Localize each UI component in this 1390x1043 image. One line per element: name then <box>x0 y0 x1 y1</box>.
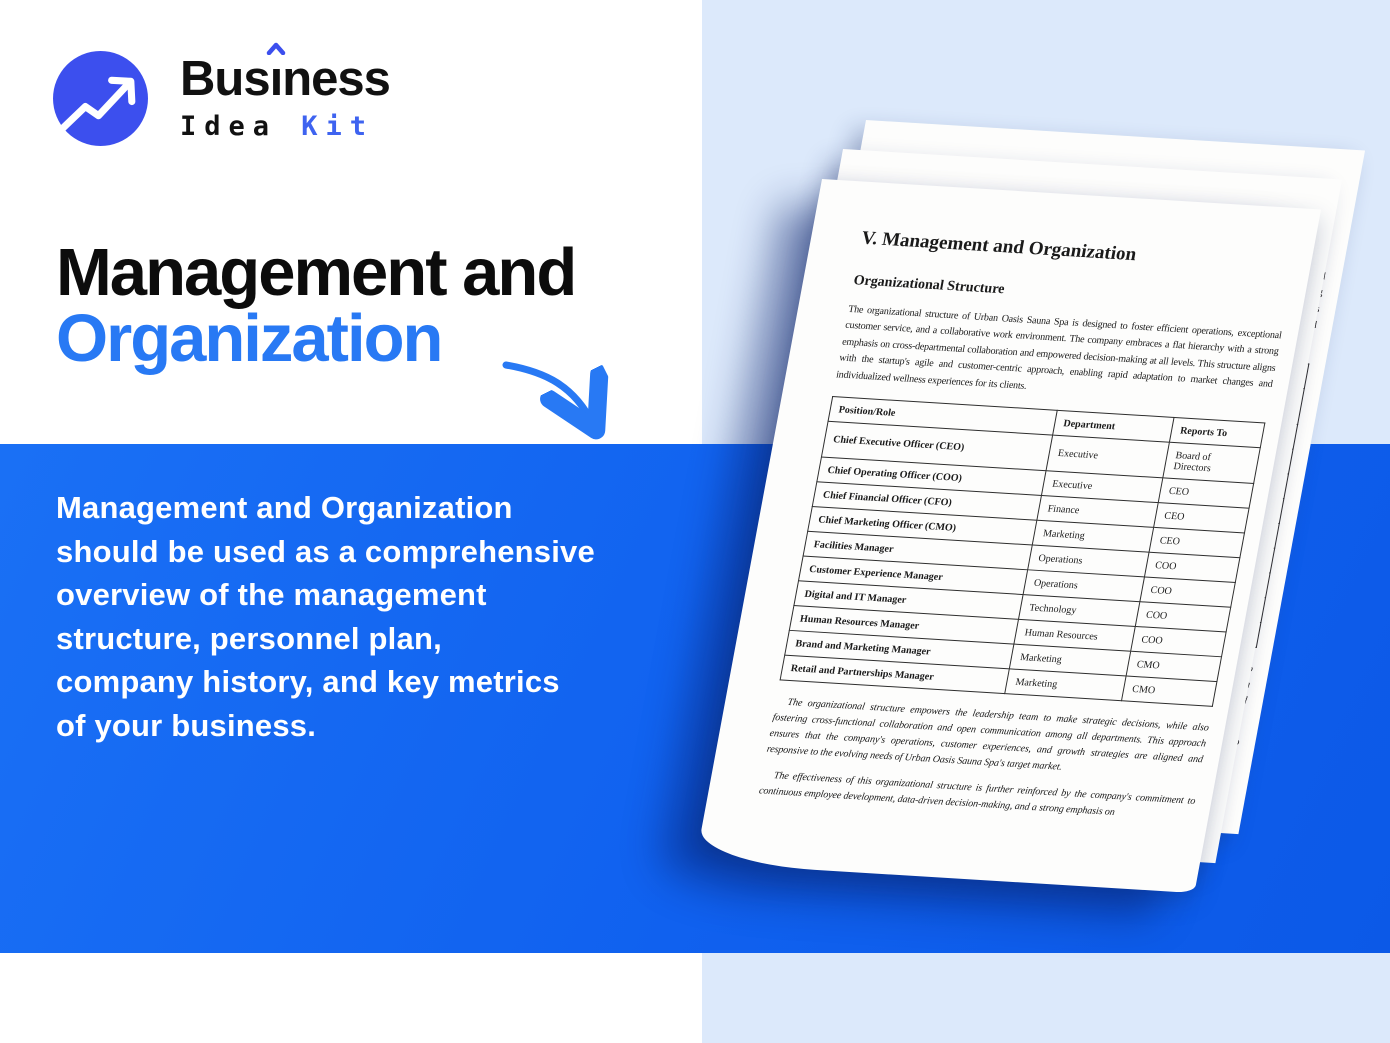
description-line: of your business. <box>56 707 317 743</box>
brand-idea: Idea <box>180 111 278 142</box>
curved-arrow-icon <box>502 361 620 444</box>
document-title: V. Management and Organization <box>859 227 1139 266</box>
page-title-line1: Management and <box>56 235 577 310</box>
brand-kit: Kit <box>301 111 375 142</box>
brand-wordmark: Bus ıness Idea Kit <box>180 42 391 142</box>
description-line: Management and Organization <box>56 490 513 525</box>
table-cell: CMO <box>1121 676 1217 707</box>
document-closing-paragraph-1: The organizational structure empowers th… <box>765 696 1210 773</box>
description-text: Management and Organization should be us… <box>56 486 595 748</box>
description-line: structure, personnel plan, <box>56 620 442 656</box>
brand-name-top: Bus ıness <box>180 42 391 106</box>
page-title-line2: Organization <box>56 301 443 376</box>
circumflex-accent-icon <box>266 42 285 55</box>
table-cell: Board of Directors <box>1162 442 1261 484</box>
description-line: company history, and key metrics <box>56 664 560 700</box>
description-line: overview of the management <box>56 577 487 613</box>
brand-pre: Bus <box>180 52 271 106</box>
document-intro-paragraph: The organizational structure of Urban Oa… <box>835 303 1283 392</box>
brand-name-bottom: Idea Kit <box>180 111 390 142</box>
description-line: should be used as a comprehensive <box>56 533 595 569</box>
brand-i: ı <box>269 52 284 106</box>
letter-i-with-accent: ı <box>266 42 285 106</box>
trending-up-icon <box>53 51 148 146</box>
page-title: Management and Organization <box>56 235 577 376</box>
org-structure-table: Position/Role Department Reports To Chie… <box>780 396 1266 707</box>
brand-post: ness <box>282 52 391 106</box>
brand-logo: Bus ıness Idea Kit <box>52 42 391 147</box>
